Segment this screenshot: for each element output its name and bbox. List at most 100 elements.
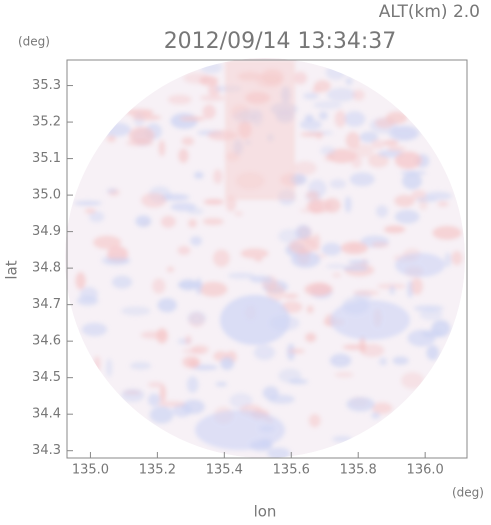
texture bbox=[187, 311, 207, 325]
texture bbox=[306, 305, 314, 314]
texture bbox=[349, 172, 375, 187]
texture bbox=[200, 94, 225, 102]
texture bbox=[181, 399, 205, 415]
texture bbox=[444, 252, 452, 268]
texture bbox=[394, 194, 415, 207]
texture bbox=[220, 357, 234, 370]
y-tick-label: 34.4 bbox=[32, 407, 61, 422]
texture bbox=[330, 300, 410, 340]
texture bbox=[89, 211, 105, 223]
texture bbox=[421, 329, 443, 339]
texture bbox=[289, 238, 316, 255]
y-tick-label: 34.6 bbox=[32, 334, 61, 349]
texture bbox=[84, 208, 96, 214]
texture bbox=[419, 309, 443, 321]
y-tick-label: 34.7 bbox=[32, 297, 61, 312]
texture bbox=[152, 278, 166, 294]
texture bbox=[385, 111, 408, 124]
texture bbox=[288, 348, 305, 354]
texture bbox=[107, 245, 129, 263]
texture bbox=[325, 264, 347, 269]
texture bbox=[130, 361, 152, 370]
y-tick-label: 34.8 bbox=[32, 261, 61, 276]
texture bbox=[383, 225, 406, 234]
texture bbox=[190, 345, 209, 355]
texture bbox=[383, 139, 399, 146]
texture bbox=[135, 215, 152, 228]
texture bbox=[353, 290, 380, 296]
texture bbox=[125, 109, 154, 116]
texture bbox=[193, 171, 204, 179]
texture bbox=[451, 250, 463, 266]
texture bbox=[157, 298, 177, 313]
texture bbox=[200, 61, 223, 74]
y-tick-label: 35.0 bbox=[32, 188, 61, 203]
texture bbox=[149, 406, 174, 424]
y-tick-label: 35.3 bbox=[32, 78, 61, 93]
texture bbox=[227, 272, 256, 279]
texture bbox=[359, 335, 366, 354]
y-axis-label: lat bbox=[3, 260, 21, 279]
texture bbox=[131, 114, 162, 121]
texture bbox=[303, 92, 319, 100]
x-tick-label: 135.8 bbox=[340, 463, 377, 478]
texture bbox=[299, 119, 322, 130]
texture bbox=[159, 384, 167, 403]
texture bbox=[202, 217, 224, 226]
texture bbox=[157, 401, 186, 407]
y-tick-label: 34.9 bbox=[32, 224, 61, 239]
x-unit: (deg) bbox=[452, 486, 484, 500]
texture bbox=[181, 136, 195, 146]
texture bbox=[213, 249, 230, 268]
texture bbox=[375, 205, 389, 218]
texture bbox=[75, 272, 86, 290]
texture bbox=[213, 169, 223, 184]
texture bbox=[187, 207, 204, 215]
texture bbox=[215, 382, 228, 387]
x-axis-label: lon bbox=[254, 503, 277, 521]
texture bbox=[190, 236, 203, 246]
texture bbox=[253, 344, 276, 361]
x-tick-label: 136.0 bbox=[407, 463, 444, 478]
x-tick-label: 135.4 bbox=[206, 463, 243, 478]
texture bbox=[329, 179, 347, 189]
texture bbox=[220, 295, 290, 345]
texture bbox=[177, 245, 191, 255]
x-tick-label: 135.2 bbox=[139, 463, 176, 478]
texture bbox=[160, 215, 176, 228]
texture bbox=[402, 172, 422, 190]
y-tick-label: 35.1 bbox=[32, 151, 61, 166]
texture bbox=[320, 146, 336, 156]
texture bbox=[188, 359, 199, 368]
texture bbox=[332, 272, 342, 278]
texture bbox=[401, 372, 424, 389]
texture bbox=[318, 111, 328, 120]
texture bbox=[249, 275, 273, 283]
texture bbox=[234, 211, 243, 216]
texture bbox=[372, 402, 393, 414]
texture bbox=[178, 148, 189, 164]
texture bbox=[195, 410, 285, 450]
texture bbox=[268, 394, 295, 404]
texture bbox=[334, 110, 346, 128]
texture bbox=[183, 72, 211, 84]
texture bbox=[400, 170, 427, 176]
texture bbox=[321, 242, 342, 256]
y-tick-label: 35.2 bbox=[32, 115, 61, 130]
texture bbox=[186, 376, 199, 393]
texture bbox=[288, 378, 309, 385]
texture bbox=[325, 64, 347, 80]
texture bbox=[313, 100, 343, 110]
texture bbox=[367, 153, 389, 168]
texture bbox=[305, 199, 333, 214]
texture bbox=[111, 275, 133, 289]
texture bbox=[208, 83, 221, 97]
y-tick-label: 34.5 bbox=[32, 370, 61, 385]
texture bbox=[121, 306, 151, 316]
texture bbox=[426, 345, 440, 361]
texture bbox=[81, 322, 108, 337]
texture bbox=[394, 151, 422, 169]
texture bbox=[185, 335, 192, 345]
texture bbox=[345, 77, 353, 86]
texture bbox=[300, 131, 325, 137]
